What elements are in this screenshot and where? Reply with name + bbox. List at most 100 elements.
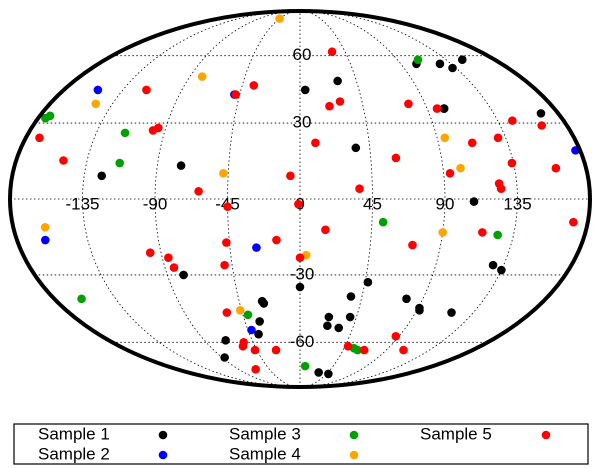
x-tick-label: -135	[65, 194, 99, 213]
legend-label: Sample 2	[38, 444, 110, 463]
data-point-sample-5	[478, 228, 487, 237]
y-tick-label: -60	[290, 332, 315, 351]
data-point-sample-4	[235, 306, 245, 315]
data-point-sample-4	[440, 133, 450, 143]
data-point-sample-1	[254, 329, 263, 339]
data-point-sample-2	[252, 243, 261, 252]
data-point-sample-5	[399, 345, 408, 355]
data-point-sample-1	[97, 171, 107, 181]
data-point-sample-1	[351, 143, 361, 153]
data-point-sample-3	[493, 230, 502, 240]
data-point-sample-5	[164, 253, 173, 262]
data-point-sample-1	[257, 296, 267, 306]
data-point-sample-3	[378, 217, 388, 227]
data-point-sample-5	[355, 184, 364, 193]
data-point-sample-5	[537, 121, 547, 130]
data-point-sample-5	[551, 163, 561, 173]
data-point-sample-5	[432, 104, 442, 113]
data-point-sample-1	[314, 368, 323, 377]
data-point-sample-1	[300, 85, 310, 95]
data-point-sample-5	[222, 238, 231, 247]
legend-marker	[158, 450, 168, 460]
data-point-sample-1	[176, 161, 186, 170]
data-point-sample-5	[169, 263, 179, 272]
data-point-sample-1	[255, 317, 264, 326]
data-point-sample-5	[231, 90, 240, 99]
meridian-line	[299, 10, 518, 388]
data-point-sample-2	[247, 325, 256, 335]
data-point-sample-4	[275, 14, 284, 23]
data-point-sample-1	[435, 59, 445, 69]
data-point-sample-1	[536, 109, 546, 118]
x-tick-label: 45	[363, 194, 382, 213]
data-point-sample-5	[239, 338, 248, 347]
data-point-sample-5	[569, 217, 578, 227]
data-point-sample-5	[496, 184, 506, 193]
x-tick-label: 90	[436, 194, 455, 213]
data-point-sample-5	[493, 133, 503, 143]
legend-label: Sample 1	[38, 424, 110, 443]
data-point-sample-1	[363, 277, 373, 287]
data-point-sample-5	[250, 345, 260, 355]
data-point-sample-3	[77, 294, 86, 304]
data-point-sample-3	[413, 55, 423, 64]
legend-marker	[349, 430, 359, 440]
data-point-sample-1	[179, 270, 188, 280]
data-point-sample-5	[445, 168, 455, 178]
data-point-sample-1	[295, 282, 305, 292]
data-point-sample-5	[272, 235, 281, 245]
data-point-sample-5	[249, 81, 259, 90]
data-point-sample-1	[488, 260, 498, 270]
data-point-sample-5	[327, 47, 337, 57]
data-point-sample-5	[467, 138, 477, 148]
data-point-sample-5	[325, 101, 334, 111]
y-tick-label: -30	[290, 264, 315, 283]
data-point-sample-5	[286, 171, 295, 181]
y-tick-label: 60	[293, 45, 312, 64]
data-point-sample-5	[404, 99, 413, 109]
data-point-sample-1	[447, 308, 456, 317]
data-point-sample-5	[294, 199, 303, 209]
scatter-points	[35, 14, 580, 379]
tick-labels: -135-90-45045901356030-30-60	[65, 45, 531, 351]
data-point-sample-5	[145, 248, 155, 257]
data-point-sample-1	[497, 265, 506, 275]
data-point-sample-1	[457, 55, 467, 64]
data-point-sample-5	[391, 153, 401, 163]
data-point-sample-5	[220, 260, 229, 270]
data-point-sample-5	[295, 253, 305, 262]
map-boundary	[8, 9, 592, 389]
data-point-sample-5	[408, 240, 417, 250]
data-point-sample-1	[469, 197, 479, 206]
legend-box	[13, 423, 589, 465]
data-point-sample-4	[456, 163, 465, 173]
legend-label: Sample 3	[229, 424, 301, 443]
data-point-sample-1	[220, 353, 229, 362]
data-point-sample-5	[142, 85, 151, 95]
data-point-sample-3	[115, 158, 125, 168]
data-point-sample-5	[35, 133, 44, 143]
data-point-sample-5	[59, 156, 68, 165]
data-point-sample-5	[321, 225, 330, 235]
data-point-sample-3	[120, 128, 130, 138]
data-point-sample-1	[324, 312, 334, 322]
data-point-sample-3	[45, 111, 55, 121]
data-point-sample-1	[415, 306, 424, 315]
legend-marker	[541, 430, 551, 440]
legend-label: Sample 5	[420, 424, 492, 443]
data-point-sample-1	[221, 336, 230, 345]
data-point-sample-5	[508, 116, 517, 125]
data-point-sample-5	[359, 345, 369, 355]
data-point-sample-4	[438, 228, 447, 237]
x-tick-label: 135	[503, 194, 531, 213]
data-point-sample-5	[271, 345, 281, 355]
data-point-sample-1	[333, 76, 342, 86]
data-point-sample-4	[91, 99, 101, 109]
legend-marker	[349, 450, 359, 460]
data-point-sample-5	[507, 158, 517, 168]
data-point-sample-3	[300, 361, 310, 371]
legend-label: Sample 4	[229, 444, 301, 463]
legend-marker	[158, 430, 168, 440]
